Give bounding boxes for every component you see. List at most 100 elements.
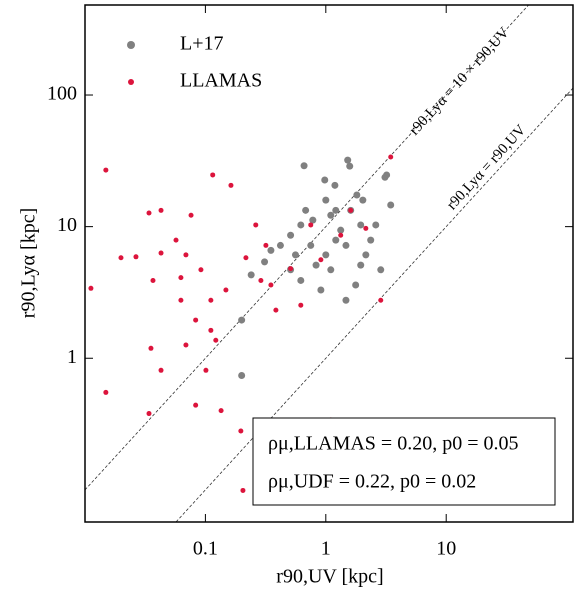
- point: [158, 250, 164, 256]
- x-tick-label: 0.1: [193, 538, 218, 560]
- plot-frame: [84, 4, 574, 523]
- point: [352, 281, 360, 289]
- point: [300, 162, 308, 170]
- point: [381, 173, 389, 181]
- point: [307, 241, 315, 249]
- annotation: ρμ,LLAMAS = 0.20, p0 = 0.05: [268, 433, 519, 455]
- point: [188, 212, 194, 218]
- y-tick-label: 100: [47, 83, 77, 105]
- point: [344, 156, 352, 164]
- point: [146, 210, 152, 216]
- point: [346, 162, 354, 170]
- point: [158, 207, 164, 213]
- point: [228, 182, 234, 188]
- point: [103, 389, 109, 395]
- point: [268, 282, 274, 288]
- point: [378, 297, 384, 303]
- point: [258, 277, 264, 283]
- point: [342, 241, 350, 249]
- point: [327, 266, 335, 274]
- point: [298, 302, 304, 308]
- point: [388, 154, 394, 160]
- point: [308, 222, 314, 228]
- point: [148, 345, 154, 351]
- point: [273, 307, 279, 313]
- point: [183, 342, 189, 348]
- point: [88, 285, 94, 291]
- y-axis-label: r90,Lyα [kpc]: [18, 208, 40, 318]
- point: [288, 266, 294, 272]
- point: [332, 206, 340, 214]
- point: [302, 206, 310, 214]
- legend-marker: [127, 41, 135, 49]
- point: [342, 296, 350, 304]
- point: [337, 226, 345, 234]
- point: [193, 317, 199, 323]
- plot-area: [85, 5, 573, 522]
- point: [261, 258, 269, 266]
- point: [223, 287, 229, 293]
- point: [253, 222, 259, 228]
- point: [208, 297, 214, 303]
- point: [291, 251, 299, 259]
- x-tick-label: 1: [321, 538, 331, 560]
- legend-label: L+17: [180, 33, 224, 55]
- point: [348, 207, 354, 213]
- point: [359, 196, 367, 204]
- point: [198, 267, 204, 273]
- point: [218, 408, 224, 414]
- point: [332, 236, 340, 244]
- point: [312, 261, 320, 269]
- x-tick-label: 10: [436, 538, 456, 560]
- point: [372, 221, 380, 229]
- point: [118, 255, 124, 261]
- point: [267, 246, 275, 254]
- legend-marker: [128, 79, 134, 85]
- point: [238, 316, 246, 324]
- point: [178, 275, 184, 281]
- point: [240, 487, 246, 493]
- point: [322, 196, 330, 204]
- point: [150, 277, 156, 283]
- point: [367, 236, 375, 244]
- point: [357, 261, 365, 269]
- point: [203, 367, 209, 373]
- point: [357, 221, 365, 229]
- point: [338, 232, 344, 238]
- annotation: ρμ,UDF = 0.22, p0 = 0.02: [268, 471, 476, 493]
- y-tick-label: 10: [57, 214, 77, 236]
- reference-line: [85, 5, 530, 491]
- point: [363, 225, 369, 231]
- y-tick-label: 1: [67, 346, 77, 368]
- point: [238, 428, 244, 434]
- point: [146, 411, 152, 417]
- point: [309, 216, 317, 224]
- point: [297, 276, 305, 284]
- point: [387, 201, 395, 209]
- reference-label: r90,Lyα = 10 × r90,UV: [407, 25, 513, 139]
- point: [158, 367, 164, 373]
- point: [210, 172, 216, 178]
- point: [287, 231, 295, 239]
- point: [377, 266, 385, 274]
- point: [297, 221, 305, 229]
- point: [327, 211, 335, 219]
- point: [173, 237, 179, 243]
- point: [213, 337, 219, 343]
- point: [353, 191, 361, 199]
- point: [331, 181, 339, 189]
- point: [193, 402, 199, 408]
- point: [238, 371, 246, 379]
- point: [321, 176, 329, 184]
- point: [263, 242, 269, 248]
- x-axis-label: r90,UV [kpc]: [276, 566, 383, 588]
- point: [183, 252, 189, 258]
- annotation-box: [252, 417, 556, 506]
- point: [178, 297, 184, 303]
- legend-label: LLAMAS: [180, 70, 262, 92]
- point: [243, 255, 249, 261]
- point: [276, 241, 284, 249]
- reference-line: [175, 87, 573, 522]
- point: [103, 167, 109, 173]
